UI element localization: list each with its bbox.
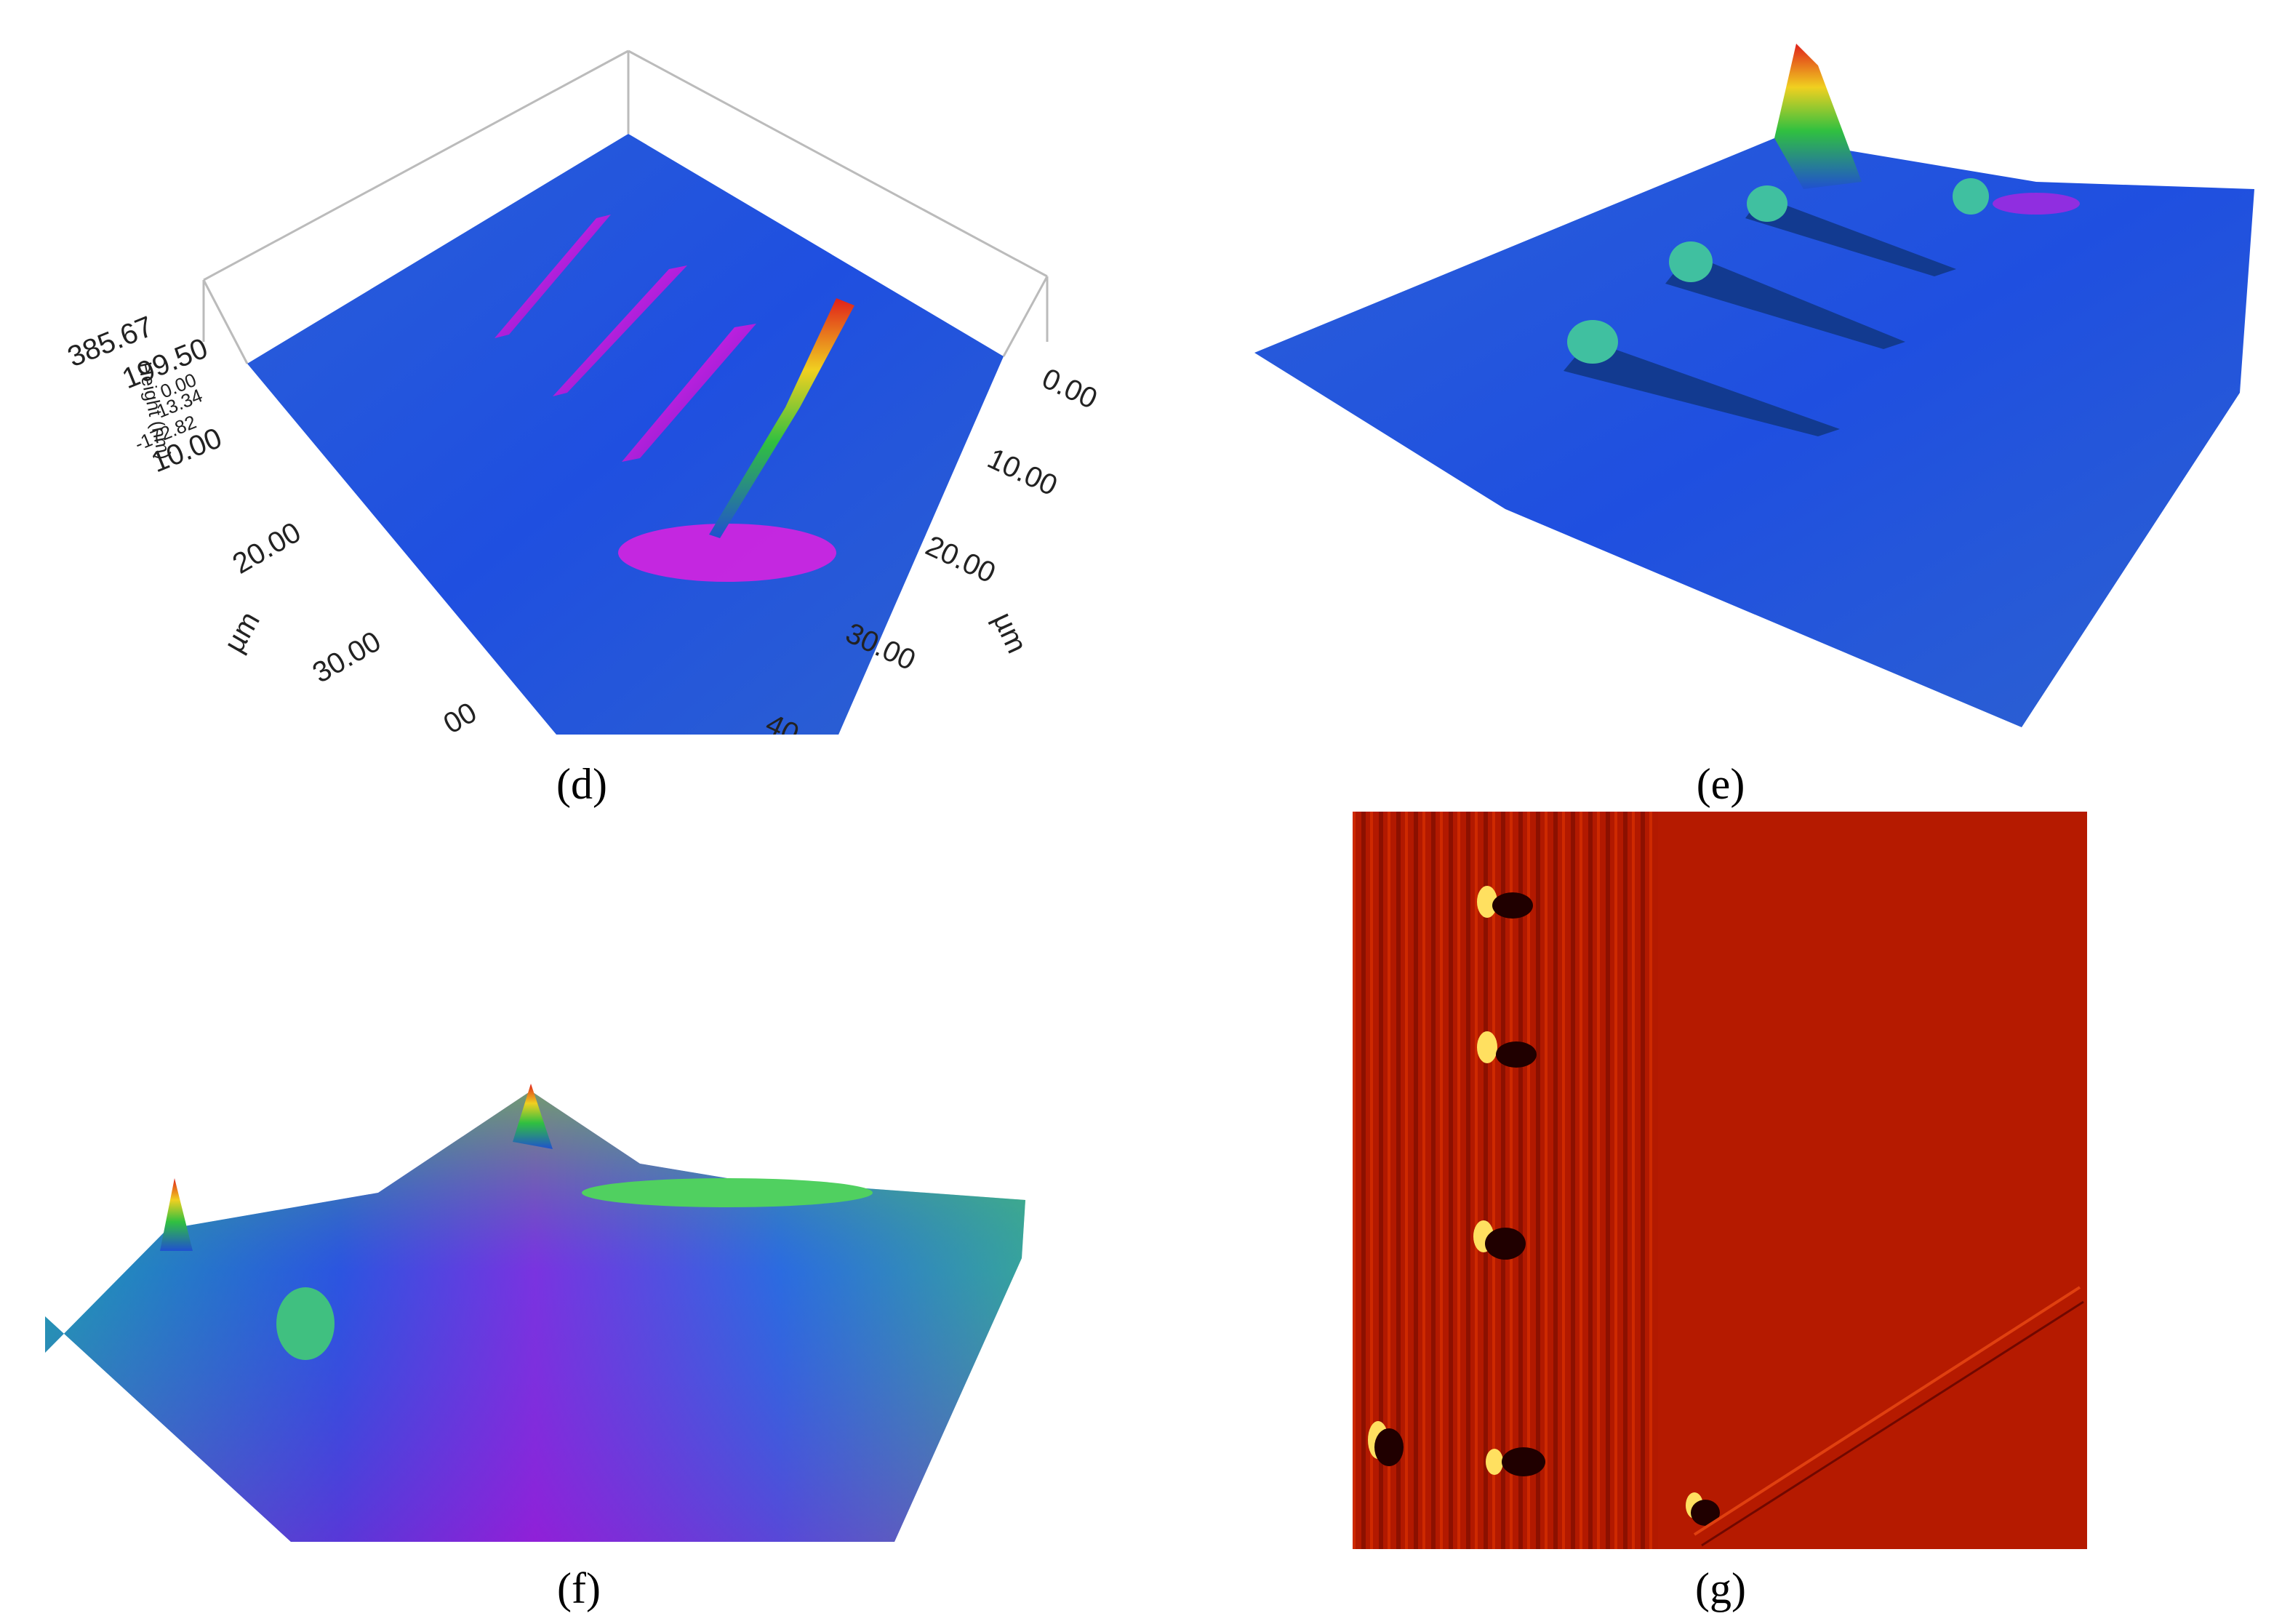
y-tick: 20.00: [921, 529, 1000, 589]
panel-d: Height (nm) 385.67 199.50 0.00 13.34 -17…: [63, 49, 1102, 740]
depression: [618, 524, 836, 582]
panel-label: (f): [557, 1564, 601, 1612]
y-tick: 0.00: [1037, 362, 1102, 415]
panel-label: (g): [1695, 1564, 1746, 1612]
x-unit: µm: [218, 607, 266, 658]
y-tick: 10.00: [982, 442, 1062, 502]
y-unit: µm: [987, 607, 1033, 658]
panel-label: (d): [556, 760, 607, 808]
x-tick: 00: [439, 696, 483, 740]
panel-g: [1353, 812, 2087, 1549]
panel-label: (e): [1697, 760, 1745, 808]
x-tick: 30.00: [308, 625, 387, 689]
panel-e: [1254, 44, 2254, 727]
scratches: [495, 215, 854, 538]
bounding-box: [202, 49, 1049, 364]
panel-f: [45, 1084, 1025, 1542]
x-tick: 20.00: [228, 516, 307, 580]
surface: [247, 134, 1004, 735]
